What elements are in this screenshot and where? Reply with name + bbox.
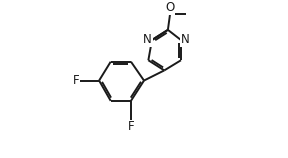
Text: O: O — [165, 1, 175, 14]
Text: F: F — [128, 120, 134, 133]
Text: N: N — [143, 33, 152, 46]
Text: N: N — [181, 33, 190, 46]
Text: F: F — [73, 74, 79, 87]
